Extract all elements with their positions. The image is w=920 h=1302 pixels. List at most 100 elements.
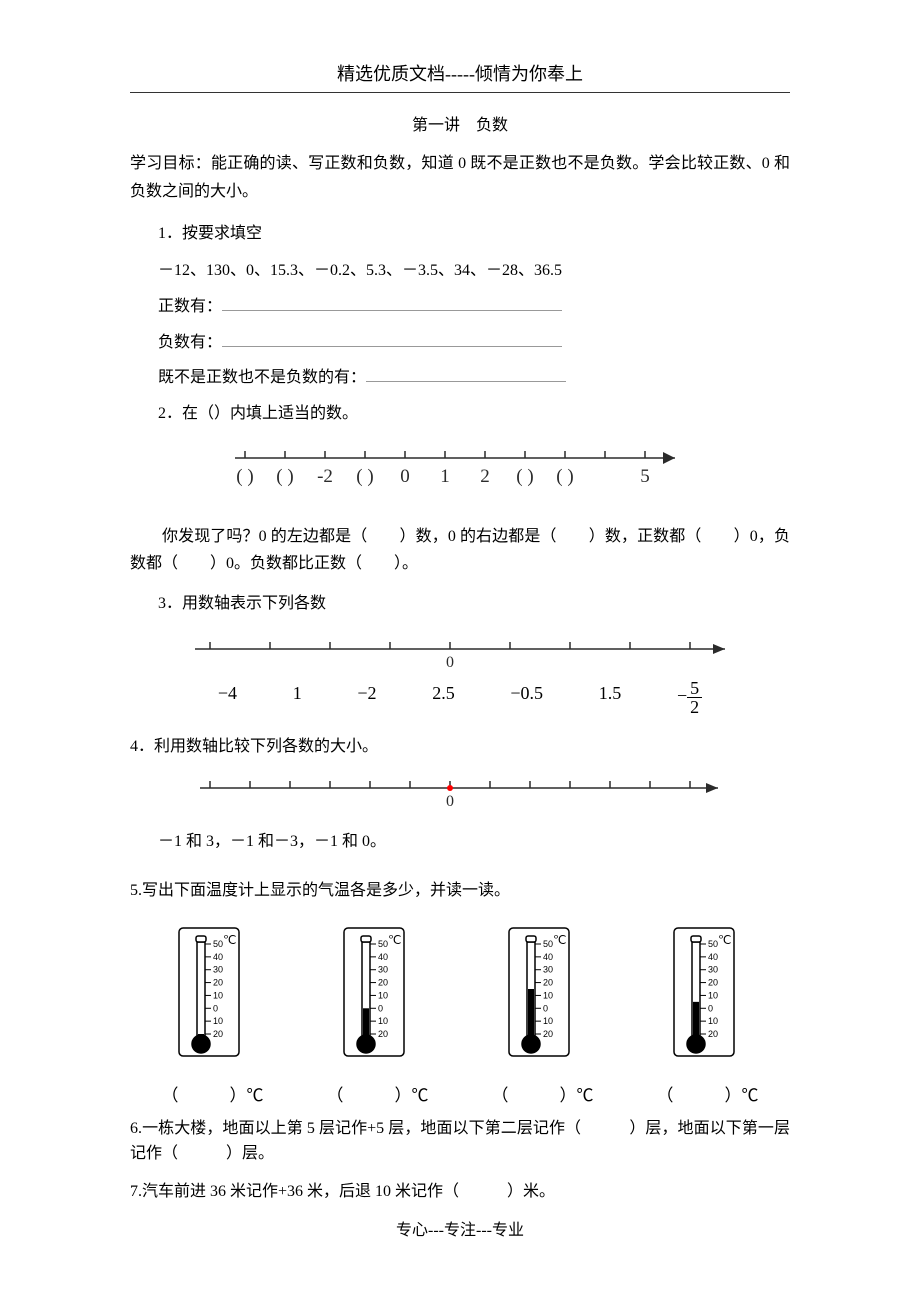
svg-text:℃: ℃ xyxy=(553,933,566,947)
header-sep: ----- xyxy=(445,64,475,84)
q1-negative-blank[interactable] xyxy=(222,331,562,347)
svg-text:0: 0 xyxy=(446,793,454,810)
svg-text:40: 40 xyxy=(543,952,553,962)
q2-numberline: ( )( )-2( )012( )( )5 xyxy=(130,440,790,509)
celsius-icon: ℃ xyxy=(577,1086,594,1105)
thermo-caption: （ ）℃ xyxy=(625,1082,790,1109)
q1-neither-blank[interactable] xyxy=(366,366,566,382)
svg-text:30: 30 xyxy=(543,965,553,975)
svg-text:50: 50 xyxy=(708,939,718,949)
learning-goal: 学习目标：能正确的读、写正数和负数，知道 0 既不是正数也不是负数。学会比较正数… xyxy=(130,150,790,204)
q3-val: −4 xyxy=(218,679,237,716)
frac-bot: 2 xyxy=(687,698,702,716)
svg-text:30: 30 xyxy=(213,965,223,975)
q3-val: 2.5 xyxy=(432,679,455,716)
svg-text:℃: ℃ xyxy=(718,933,731,947)
svg-text:10: 10 xyxy=(543,990,553,1000)
q3-val: −2 xyxy=(357,679,376,716)
svg-text:( ): ( ) xyxy=(556,466,573,487)
lesson-title: 第一讲 负数 xyxy=(130,113,790,139)
header-rule xyxy=(130,92,790,93)
svg-text:50: 50 xyxy=(213,939,223,949)
q4-stem: 4．利用数轴比较下列各数的大小。 xyxy=(130,734,790,760)
q4-pairs: －1 和 3，－1 和－3，－1 和 0。 xyxy=(130,829,790,855)
page-header: 精选优质文档-----倾情为你奉上 xyxy=(130,60,790,89)
svg-text:20: 20 xyxy=(213,977,223,987)
svg-text:20: 20 xyxy=(708,1029,718,1039)
thermo-caption: （ ）℃ xyxy=(130,1082,295,1109)
q1-stem: 1．按要求填空 xyxy=(130,221,790,247)
page-footer: 专心---专注---专业 xyxy=(130,1218,790,1244)
svg-text:30: 30 xyxy=(708,965,718,975)
thermo-2: ℃504030201001020 （ ）℃ xyxy=(295,922,460,1110)
thermo-4: ℃504030201001020 （ ）℃ xyxy=(625,922,790,1110)
q2-discovery: 你发现了吗？0 的左边都是（ ）数，0 的右边都是（ ）数，正数都（ ）0，负数… xyxy=(130,523,790,577)
q3-frac-neg: − xyxy=(677,686,687,706)
q1-neither-row: 既不是正数也不是负数的有： xyxy=(130,365,790,391)
svg-text:40: 40 xyxy=(213,952,223,962)
svg-text:1: 1 xyxy=(440,466,450,487)
page: 精选优质文档-----倾情为你奉上 第一讲 负数 学习目标：能正确的读、写正数和… xyxy=(0,0,920,1284)
q1-negative-row: 负数有： xyxy=(130,330,790,356)
q1-negative-label: 负数有： xyxy=(158,334,222,351)
q3-values-row: −4 1 −2 2.5 −0.5 1.5 −52 xyxy=(180,679,740,716)
frac-top: 5 xyxy=(687,679,702,698)
svg-text:20: 20 xyxy=(378,977,388,987)
svg-text:0: 0 xyxy=(446,654,454,671)
svg-text:0: 0 xyxy=(378,1003,383,1013)
q3-val: 1 xyxy=(293,679,302,716)
thermo-blank[interactable]: （ ） xyxy=(492,1086,577,1105)
q1-positive-label: 正数有： xyxy=(158,298,222,315)
q2-stem: 2．在（）内填上适当的数。 xyxy=(130,401,790,427)
thermo-1: ℃504030201001020 （ ）℃ xyxy=(130,922,295,1110)
svg-text:20: 20 xyxy=(213,1029,223,1039)
q3-val: 1.5 xyxy=(599,679,622,716)
svg-text:℃: ℃ xyxy=(388,933,401,947)
svg-text:0: 0 xyxy=(543,1003,548,1013)
svg-text:20: 20 xyxy=(708,977,718,987)
thermometer-icon: ℃504030201001020 xyxy=(318,922,438,1072)
thermometer-icon: ℃504030201001020 xyxy=(483,922,603,1072)
svg-text:10: 10 xyxy=(543,1016,553,1026)
thermometer-icon: ℃504030201001020 xyxy=(648,922,768,1072)
q5-stem: 5.写出下面温度计上显示的气温各是多少，并读一读。 xyxy=(130,878,790,904)
fraction-icon: 52 xyxy=(687,679,702,716)
celsius-icon: ℃ xyxy=(742,1086,759,1105)
svg-text:10: 10 xyxy=(213,1016,223,1026)
thermometer-row: ℃504030201001020 （ ）℃ ℃504030201001020 （… xyxy=(130,922,790,1110)
q3-frac: −52 xyxy=(677,679,702,716)
svg-text:( ): ( ) xyxy=(276,466,293,487)
header-right: 倾情为你奉上 xyxy=(475,64,583,84)
svg-text:50: 50 xyxy=(543,939,553,949)
svg-text:( ): ( ) xyxy=(356,466,373,487)
svg-text:-2: -2 xyxy=(317,466,333,487)
svg-text:℃: ℃ xyxy=(223,933,236,947)
svg-text:10: 10 xyxy=(708,1016,718,1026)
q1-positive-blank[interactable] xyxy=(222,295,562,311)
thermometer-icon: ℃50 40 30 20 10 0 10 20 xyxy=(153,922,273,1072)
celsius-icon: ℃ xyxy=(247,1086,264,1105)
svg-text:40: 40 xyxy=(378,952,388,962)
thermo-blank[interactable]: （ ） xyxy=(162,1086,247,1105)
numberline-svg-2: 0 xyxy=(180,631,740,671)
footer-b: 专注 xyxy=(444,1222,476,1239)
footer-a: 专心 xyxy=(396,1222,428,1239)
svg-text:0: 0 xyxy=(708,1003,713,1013)
numberline-svg-3: 0 xyxy=(190,772,730,814)
q6: 6.一栋大楼，地面以上第 5 层记作+5 层，地面以下第二层记作（ ）层，地面以… xyxy=(130,1116,790,1167)
svg-text:0: 0 xyxy=(213,1003,218,1013)
svg-text:20: 20 xyxy=(543,1029,553,1039)
q4-numberline: 0 xyxy=(130,772,790,823)
footer-c: 专业 xyxy=(492,1222,524,1239)
footer-sep: --- xyxy=(476,1222,492,1239)
svg-text:2: 2 xyxy=(480,466,490,487)
svg-text:10: 10 xyxy=(378,990,388,1000)
svg-text:5: 5 xyxy=(640,466,650,487)
thermo-blank[interactable]: （ ） xyxy=(657,1086,742,1105)
q1-positive-row: 正数有： xyxy=(130,294,790,320)
thermo-blank[interactable]: （ ） xyxy=(327,1086,412,1105)
svg-text:( ): ( ) xyxy=(236,466,253,487)
svg-text:10: 10 xyxy=(213,990,223,1000)
numberline-svg-1: ( )( )-2( )012( )( )5 xyxy=(225,440,695,500)
svg-text:10: 10 xyxy=(378,1016,388,1026)
